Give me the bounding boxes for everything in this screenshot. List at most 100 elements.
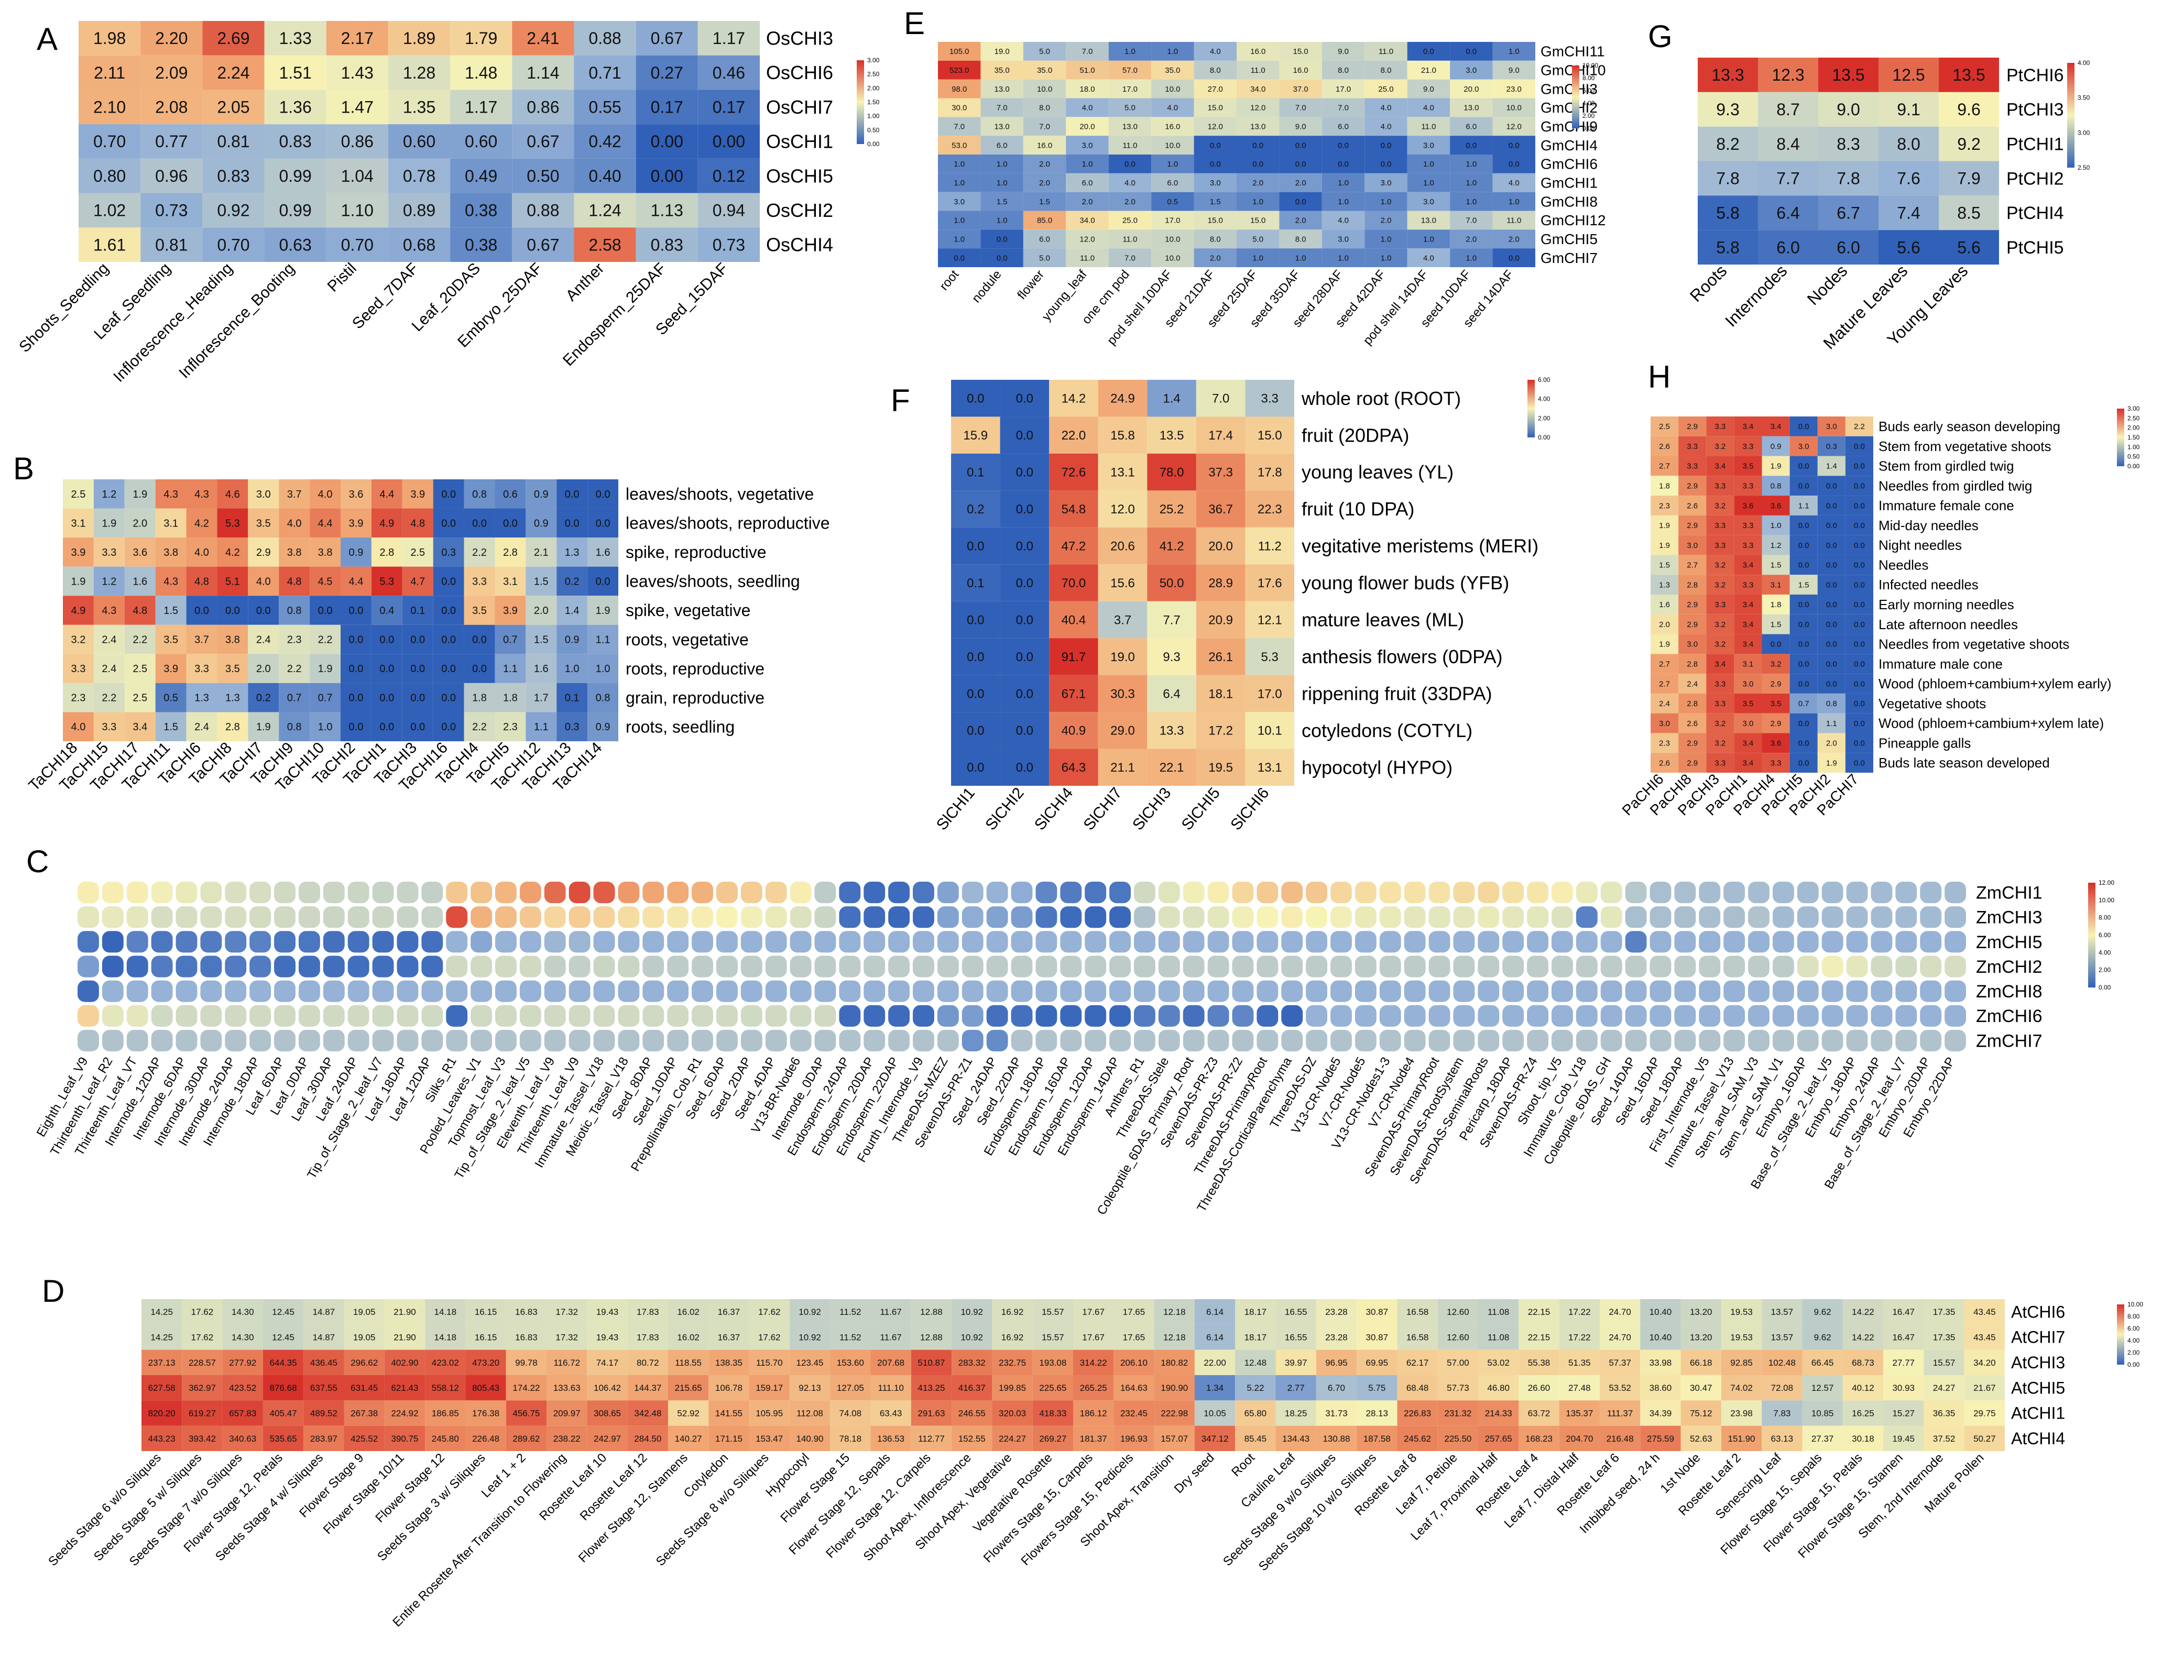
heat-cell: [1281, 882, 1303, 904]
heat-cell: [1275, 1425, 1316, 1451]
cell-value: 0.0: [1854, 462, 1865, 471]
cell-value: 1.2: [1771, 541, 1782, 550]
heat-cell: [63, 508, 94, 538]
heat-cell: [1674, 980, 1696, 1002]
cell-value: 3.3: [1743, 541, 1754, 550]
cell-value: 13.0: [1464, 104, 1479, 113]
cell-value: 15.8: [1110, 429, 1135, 443]
heat-cell: [433, 479, 464, 509]
heat-cell: [397, 1029, 419, 1051]
cell-value: 1.8: [1771, 600, 1782, 609]
heat-cell: [1109, 1029, 1131, 1051]
heat-cell: [1183, 882, 1205, 904]
heat-cell: [1748, 882, 1770, 904]
heat-cell: [1035, 1005, 1057, 1027]
heat-cell: [512, 21, 574, 56]
heat-cell: [740, 931, 762, 953]
heat-cell: [870, 1299, 911, 1325]
column-label: SlCHI1: [933, 784, 978, 833]
cell-value: 0.0: [1466, 47, 1477, 56]
cell-value: 69.95: [1366, 1358, 1389, 1368]
heat-cell: [765, 882, 787, 904]
heat-cell: [864, 1005, 886, 1027]
heat-cell: [202, 21, 265, 56]
heat-cell: [372, 931, 394, 953]
cell-value: 1.0: [1295, 254, 1306, 262]
heat-cell: [1035, 882, 1057, 904]
heat-cell: [1846, 931, 1868, 953]
heat-cell: [765, 980, 787, 1002]
heat-cell: [1748, 980, 1770, 1002]
cell-value: 265.25: [1080, 1383, 1107, 1393]
cell-value: 29.0: [1110, 724, 1135, 738]
cell-value: 7.8: [1716, 169, 1739, 188]
heat-cell: [716, 1029, 738, 1051]
cell-value: 644.35: [270, 1358, 297, 1368]
heat-cell: [421, 956, 443, 978]
heat-cell: [326, 158, 388, 193]
cell-value: 22.0: [1062, 429, 1086, 443]
cell-value: 2.24: [217, 63, 249, 82]
cell-value: 0.0: [967, 392, 984, 406]
cell-value: 10.92: [960, 1332, 983, 1342]
heat-cell: [556, 624, 588, 654]
cell-value: 3.0: [1423, 141, 1434, 150]
heat-cell: [1600, 931, 1622, 953]
cell-value: 4.0: [1210, 47, 1221, 56]
heat-cell: [1355, 1005, 1377, 1027]
cell-value: 627.58: [148, 1383, 176, 1393]
heat-cell: [93, 537, 125, 567]
cell-value: 14.87: [313, 1307, 335, 1317]
cell-value: 3.3: [1715, 521, 1726, 530]
cell-value: 2.9: [1687, 422, 1698, 431]
cell-value: 2.6: [1659, 759, 1670, 767]
heat-cell: [814, 1029, 836, 1051]
cell-value: 13.5: [1832, 65, 1864, 84]
cell-value: 0.0: [225, 605, 240, 617]
heat-cell: [1379, 1005, 1401, 1027]
cell-value: 0.0: [1016, 392, 1033, 406]
cell-value: 7.0: [1338, 104, 1349, 113]
cell-value: 187.58: [1363, 1434, 1391, 1444]
cell-value: 1.0: [565, 663, 580, 675]
heat-cell: [1355, 980, 1377, 1002]
heat-cell: [1306, 931, 1328, 953]
row-label: Mid-day needles: [1879, 518, 1979, 533]
cell-value: 1.5: [1771, 561, 1782, 570]
heat-cell: [636, 124, 698, 159]
heat-cell: [78, 906, 99, 928]
cell-value: 52.92: [677, 1408, 700, 1418]
heat-cell: [1599, 1425, 1641, 1451]
heat-cell: [1235, 1299, 1276, 1325]
cell-value: 1.24: [588, 201, 621, 220]
cell-value: 0.1: [967, 576, 984, 590]
heat-cell: [587, 596, 618, 625]
heat-cell: [1357, 1375, 1397, 1401]
heat-cell: [79, 124, 141, 159]
cell-value: 1.2: [102, 576, 116, 587]
cell-value: 3.7: [194, 634, 209, 646]
cell-value: 22.1: [1160, 761, 1184, 775]
heat-cell: [464, 566, 495, 596]
cell-value: 174.22: [512, 1383, 540, 1393]
cell-value: 0.92: [217, 201, 249, 220]
heat-cell: [450, 55, 512, 90]
cell-value: 2.69: [217, 29, 249, 48]
cell-value: 1.0: [1509, 47, 1520, 56]
panel-h: H2.5 2.9 3.3 3.4 3.4 0.0 3.0 2.22.6 3.3 3.2 3.3 0.9…: [1619, 359, 2140, 819]
heat-cell: [1846, 956, 1868, 978]
heat-cell: [1895, 956, 1917, 978]
cell-value: 118.55: [675, 1358, 702, 1368]
heat-cell: [371, 508, 402, 538]
heat-cell: [279, 712, 310, 741]
heat-cell: [708, 1400, 749, 1426]
cell-value: 6.0: [1338, 123, 1349, 131]
cell-value: 0.0: [1826, 501, 1837, 510]
cell-value: 15.0: [1250, 216, 1265, 225]
cell-value: 3.3: [71, 663, 86, 675]
cell-value: 0.0: [1854, 600, 1865, 609]
heat-cell: [388, 124, 451, 159]
cell-value: 0.0: [1798, 422, 1809, 431]
cell-value: 20.6: [1110, 539, 1135, 553]
heat-cell: [512, 124, 574, 159]
